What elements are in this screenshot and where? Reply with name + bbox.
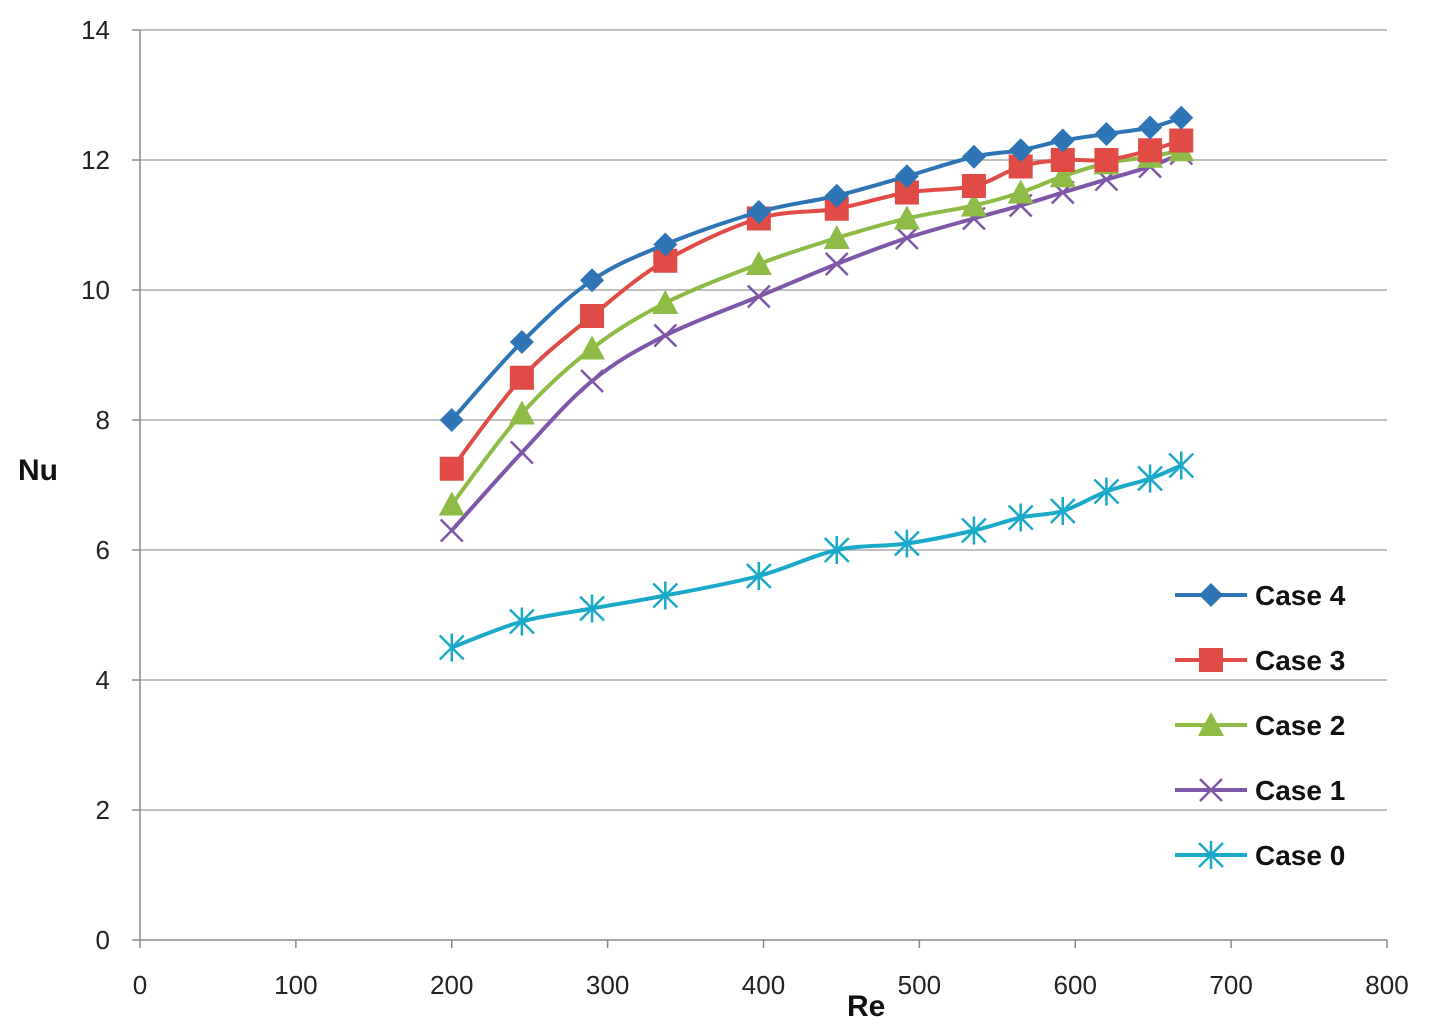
data-point (895, 226, 919, 250)
x-tick-label: 800 (1365, 970, 1408, 1000)
axes (139, 30, 1387, 941)
data-point (894, 164, 919, 189)
data-point (579, 594, 605, 623)
data-point (1049, 497, 1076, 525)
data-point (1138, 115, 1163, 140)
data-point (961, 144, 986, 169)
legend-label: Case 1 (1255, 775, 1345, 806)
data-point (509, 607, 535, 636)
data-point (894, 529, 920, 558)
series-case-4 (439, 105, 1194, 432)
series-line (449, 463, 1184, 650)
data-point (1094, 122, 1119, 146)
data-point (823, 536, 850, 564)
legend-entry: Case 3 (1175, 645, 1345, 676)
data-point (1199, 583, 1223, 607)
data-point (652, 290, 679, 315)
data-point (1008, 138, 1033, 163)
data-point (1137, 464, 1163, 493)
data-point (893, 205, 920, 230)
legend-entry: Case 2 (1175, 710, 1345, 741)
legend-label: Case 4 (1255, 580, 1346, 611)
data-point (438, 491, 465, 516)
data-point (1199, 778, 1223, 802)
series-line (449, 148, 1184, 507)
legend: Case 4 Case 3 Case 2 Case 1 Case 0 (1175, 580, 1346, 871)
data-point (1049, 163, 1076, 188)
y-tick-label: 10 (81, 275, 110, 305)
data-point (824, 252, 849, 276)
data-point (960, 192, 987, 217)
x-tick-label: 600 (1054, 970, 1097, 1000)
y-tick-label: 8 (96, 405, 110, 435)
legend-entry: Case 1 (1175, 775, 1345, 806)
data-point (745, 562, 772, 590)
legend-entry: Case 4 (1175, 580, 1346, 611)
data-point (438, 633, 465, 662)
x-tick-label: 700 (1209, 970, 1252, 1000)
legend-label: Case 2 (1255, 710, 1345, 741)
x-axis-title: Re (847, 990, 885, 1023)
y-tick-label: 14 (81, 15, 110, 45)
data-point (824, 183, 849, 208)
y-tick-label: 2 (96, 795, 110, 825)
series-case-1 (439, 141, 1194, 543)
series-case-2 (438, 137, 1195, 516)
series-case-3 (439, 128, 1194, 481)
data-point (746, 200, 771, 224)
y-tick-label: 6 (96, 535, 110, 565)
data-point (1007, 503, 1034, 532)
data-point (580, 268, 605, 293)
data-point (653, 232, 678, 257)
x-tick-label: 300 (586, 970, 629, 1000)
data-point (1169, 105, 1194, 130)
legend-entry: Case 0 (1175, 840, 1345, 871)
data-point (439, 456, 464, 481)
data-point (439, 408, 464, 432)
data-point (439, 518, 464, 543)
data-point (745, 251, 772, 276)
data-point (510, 440, 534, 465)
data-point (580, 304, 605, 328)
x-tick-label: 0 (133, 970, 147, 1000)
data-point (961, 174, 986, 198)
data-point (823, 225, 850, 250)
x-tick-label: 200 (430, 970, 473, 1000)
data-point (508, 400, 535, 425)
data-point (1138, 138, 1163, 163)
y-tick-label: 0 (96, 925, 110, 955)
data-point (652, 581, 679, 610)
data-point (580, 369, 604, 393)
data-point (1050, 128, 1075, 153)
x-tick-label: 400 (742, 970, 785, 1000)
y-tick-label: 4 (96, 665, 110, 695)
data-point (1198, 841, 1224, 869)
data-point (961, 516, 987, 545)
data-point (1199, 648, 1223, 672)
data-point (1007, 179, 1034, 204)
legend-label: Case 0 (1255, 840, 1345, 871)
data-series (438, 105, 1195, 662)
data-point (1198, 712, 1224, 737)
data-point (509, 330, 534, 354)
legend-label: Case 3 (1255, 645, 1345, 676)
series-line (449, 151, 1184, 533)
data-point (1169, 128, 1194, 153)
data-point (653, 323, 678, 348)
y-tick-labels: 0 2 4 6 8 10 12 14 (81, 15, 140, 955)
data-point (509, 365, 534, 390)
data-point (579, 335, 606, 360)
data-point (746, 284, 771, 309)
y-tick-label: 12 (81, 145, 110, 175)
data-point (1093, 477, 1120, 506)
y-axis-title: Nu (18, 454, 58, 487)
data-point (1094, 148, 1119, 172)
grid-lines (140, 29, 1387, 811)
series-case-0 (438, 451, 1195, 662)
x-tick-label: 100 (274, 970, 317, 1000)
x-tick-label: 500 (898, 970, 941, 1000)
data-point (1168, 451, 1195, 480)
x-tick-labels: 0 100 200 300 400 500 600 700 800 (133, 940, 1409, 1000)
